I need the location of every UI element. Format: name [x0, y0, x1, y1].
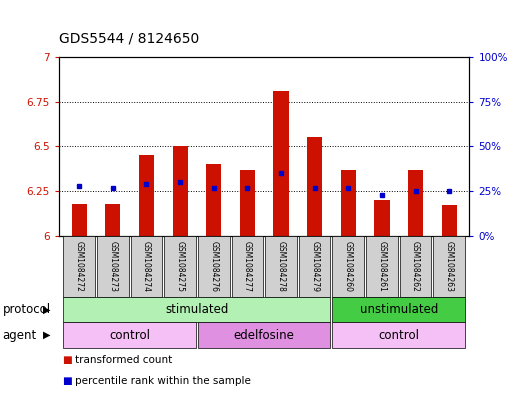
Text: GSM1084276: GSM1084276 [209, 241, 218, 292]
Text: GSM1084278: GSM1084278 [277, 241, 286, 292]
Text: control: control [109, 329, 150, 342]
Text: control: control [378, 329, 419, 342]
Bar [64, 297, 330, 322]
Bar [332, 297, 465, 322]
Text: agent: agent [3, 329, 37, 342]
Bar [299, 236, 330, 297]
Text: ■: ■ [62, 376, 72, 386]
Bar [97, 236, 129, 297]
Text: stimulated: stimulated [165, 303, 229, 316]
Bar [442, 206, 457, 236]
Bar [341, 170, 356, 236]
Text: GSM1084262: GSM1084262 [411, 241, 420, 292]
Text: unstimulated: unstimulated [360, 303, 438, 316]
Bar [374, 200, 389, 236]
Text: GSM1084277: GSM1084277 [243, 241, 252, 292]
Text: ■: ■ [62, 354, 72, 365]
Text: GDS5544 / 8124650: GDS5544 / 8124650 [59, 31, 199, 45]
Bar [408, 170, 423, 236]
Bar [72, 204, 87, 236]
Bar [231, 236, 263, 297]
Bar [273, 91, 289, 236]
Bar [433, 236, 465, 297]
Text: GSM1084261: GSM1084261 [378, 241, 386, 292]
Bar [172, 146, 188, 236]
Bar [366, 236, 398, 297]
Text: ▶: ▶ [44, 305, 51, 314]
Text: GSM1084274: GSM1084274 [142, 241, 151, 292]
Text: transformed count: transformed count [75, 354, 173, 365]
Text: percentile rank within the sample: percentile rank within the sample [75, 376, 251, 386]
Text: GSM1084279: GSM1084279 [310, 241, 319, 292]
Bar [307, 138, 322, 236]
Bar [131, 236, 162, 297]
Text: GSM1084273: GSM1084273 [108, 241, 117, 292]
Bar [139, 155, 154, 236]
Bar [105, 204, 121, 236]
Text: GSM1084275: GSM1084275 [175, 241, 185, 292]
Bar [206, 164, 221, 236]
Text: GSM1084272: GSM1084272 [75, 241, 84, 292]
Bar [64, 322, 196, 348]
Text: ▶: ▶ [44, 330, 51, 340]
Bar [265, 236, 297, 297]
Bar [400, 236, 431, 297]
Bar [198, 236, 229, 297]
Bar [164, 236, 196, 297]
Bar [64, 236, 95, 297]
Bar [198, 322, 330, 348]
Bar [332, 322, 465, 348]
Text: GSM1084260: GSM1084260 [344, 241, 353, 292]
Bar [240, 170, 255, 236]
Text: protocol: protocol [3, 303, 51, 316]
Text: edelfosine: edelfosine [234, 329, 294, 342]
Text: GSM1084263: GSM1084263 [445, 241, 453, 292]
Bar [332, 236, 364, 297]
